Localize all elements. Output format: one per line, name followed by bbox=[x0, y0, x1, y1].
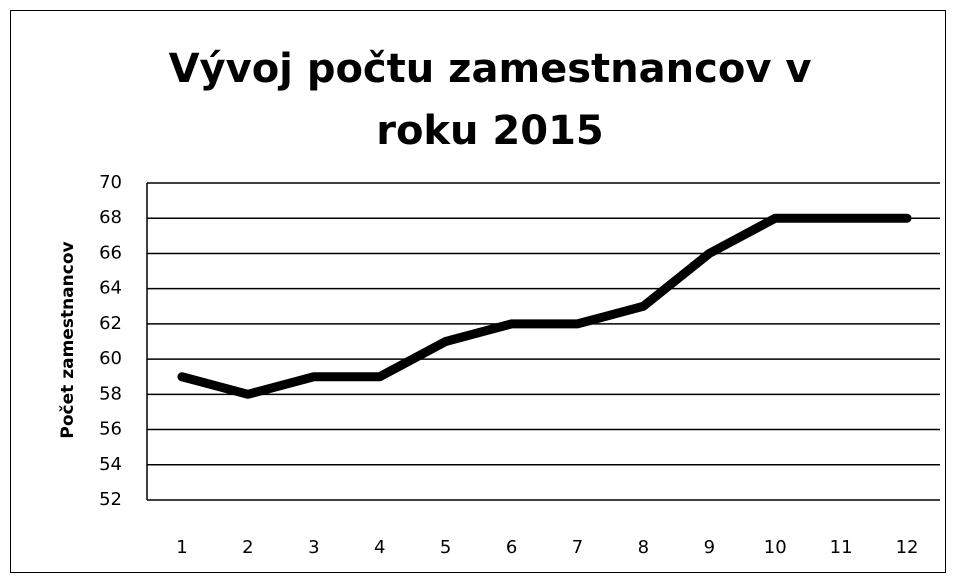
x-tick-label: 6 bbox=[506, 537, 517, 558]
chart-title: Vývoj počtu zamestnancov v roku 2015 bbox=[168, 46, 812, 154]
x-tick-label: 8 bbox=[638, 537, 649, 558]
y-tick-label: 62 bbox=[99, 313, 122, 334]
chart-frame bbox=[10, 10, 946, 573]
y-axis-label: Počet zamestnancov bbox=[58, 241, 78, 438]
x-tick-label: 9 bbox=[704, 537, 715, 558]
y-tick-label: 52 bbox=[99, 489, 122, 510]
y-tick-label: 58 bbox=[99, 383, 122, 404]
x-tick-label: 12 bbox=[896, 537, 919, 558]
x-tick-label: 10 bbox=[764, 537, 787, 558]
x-tick-label: 1 bbox=[176, 537, 187, 558]
x-tick-label: 4 bbox=[374, 537, 385, 558]
x-tick-label: 2 bbox=[242, 537, 253, 558]
y-tick-label: 64 bbox=[99, 278, 122, 299]
x-tick-label: 11 bbox=[830, 537, 853, 558]
x-tick-label: 3 bbox=[308, 537, 319, 558]
y-tick-label: 68 bbox=[99, 207, 122, 228]
y-tick-label: 60 bbox=[99, 348, 122, 369]
x-tick-label: 7 bbox=[572, 537, 583, 558]
series-line bbox=[177, 213, 912, 399]
x-tick-label: 5 bbox=[440, 537, 451, 558]
y-tick-label: 66 bbox=[99, 242, 122, 263]
y-tick-label: 54 bbox=[99, 454, 122, 475]
y-tick-label: 70 bbox=[99, 172, 122, 193]
y-tick-label: 56 bbox=[99, 419, 122, 440]
